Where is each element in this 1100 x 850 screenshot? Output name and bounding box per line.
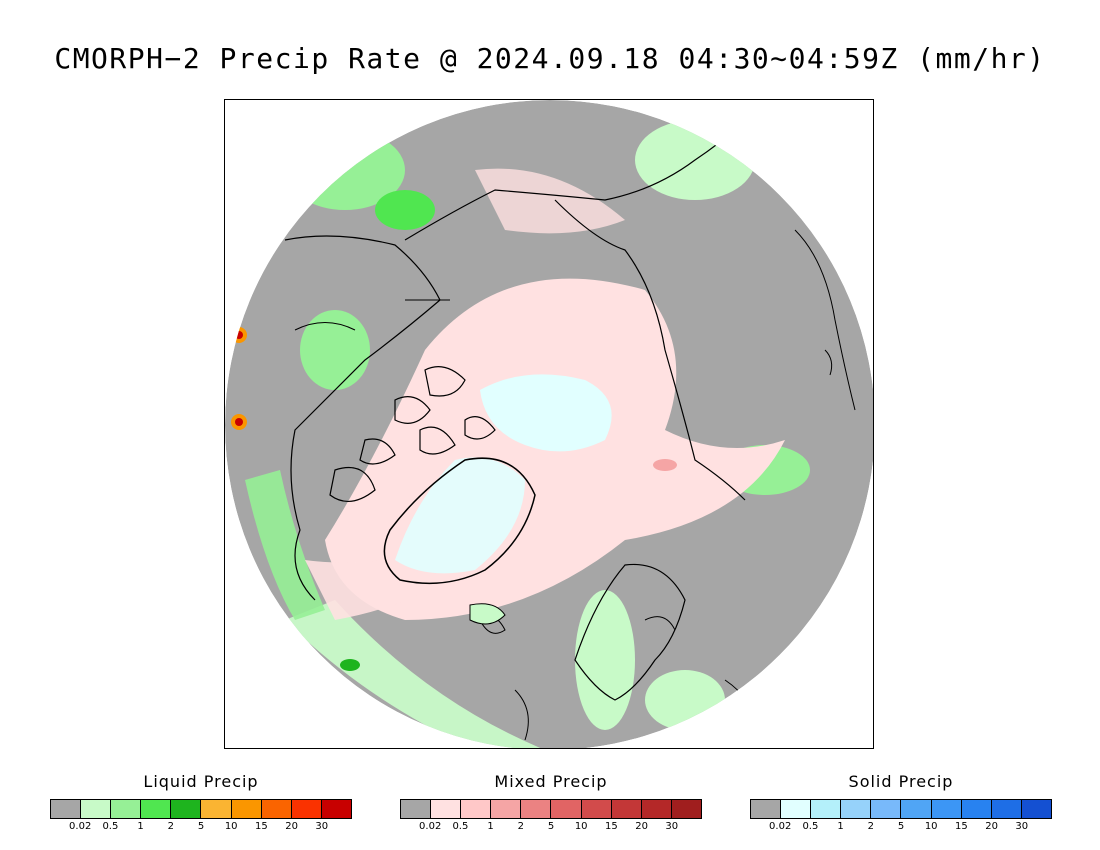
legend-solid: Solid Precip 0.02 0.5 1 2 5 10 15 20 30	[750, 772, 1052, 833]
legend-liquid: Liquid Precip 0.02 0.5 1 2 5 10 15 20 30	[50, 772, 352, 833]
legend-swatch	[261, 800, 292, 818]
legend-tick-label: 15	[605, 821, 618, 832]
legend-mixed: Mixed Precip 0.02 0.5 1 2 5 10 15 20 30	[400, 772, 702, 833]
legend-swatch	[201, 800, 232, 818]
legend-swatch	[841, 800, 872, 818]
legend-tick-label: 1	[487, 821, 494, 832]
legend-swatch	[901, 800, 932, 818]
legend-swatch	[111, 800, 142, 818]
legend-swatch	[811, 800, 842, 818]
map-title: CMORPH−2 Precip Rate @ 2024.09.18 04:30∼…	[54, 42, 1046, 75]
legend-tick-label: 20	[635, 821, 648, 832]
legend-tick-label: 0.02	[69, 821, 92, 832]
legend-swatch	[51, 800, 82, 818]
legend-swatch	[141, 800, 172, 818]
map-panel[interactable]	[224, 99, 874, 749]
legend-tick-label: 1	[137, 821, 144, 832]
legend-swatch	[171, 800, 202, 818]
legend-tick-label: 5	[197, 821, 205, 832]
legend-title: Mixed Precip	[494, 772, 608, 791]
legend-tick-label: 0.5	[102, 821, 119, 832]
legend-ticks: 0.02 0.5 1 2 5 10 15 20 30	[50, 819, 352, 833]
eurasia-coastline	[404, 119, 746, 241]
legend-tick-label: 2	[517, 821, 524, 832]
legend-tick-label: 0.5	[452, 821, 469, 832]
legend-swatch	[961, 800, 992, 818]
legend-swatch	[1021, 800, 1051, 818]
legend-swatch	[751, 800, 782, 818]
solid-precip-region	[480, 374, 612, 452]
legend-title: Liquid Precip	[143, 772, 259, 791]
legend-swatch	[641, 800, 672, 818]
greenland-coastline	[383, 457, 536, 585]
legend-tick-label: 20	[285, 821, 298, 832]
legend-swatches	[50, 799, 352, 819]
legend-tick-label: 15	[955, 821, 968, 832]
legend-swatch	[81, 800, 112, 818]
legend-swatch	[491, 800, 522, 818]
legend-swatch	[551, 800, 582, 818]
legend-tick-label: 2	[167, 821, 174, 832]
legend-swatch	[431, 800, 462, 818]
legend-tick-label: 10	[924, 821, 938, 832]
legend-swatch	[401, 800, 432, 818]
legend-tick-label: 30	[665, 821, 679, 832]
canadian-archipelago	[329, 366, 496, 502]
legend-swatch	[581, 800, 612, 818]
legend-swatches	[750, 799, 1052, 819]
legend-swatch	[521, 800, 552, 818]
scandinavia-coastline	[574, 563, 686, 701]
legend-swatch	[291, 800, 322, 818]
precip-map	[225, 100, 873, 748]
legend-tick-label: 30	[1015, 821, 1029, 832]
liquid-precip-band	[285, 600, 545, 748]
legend-ticks: 0.02 0.5 1 2 5 10 15 20 30	[400, 819, 702, 833]
legend-tick-label: 0.02	[419, 821, 442, 832]
legend-tick-label: 15	[255, 821, 268, 832]
legend-tick-label: 20	[985, 821, 998, 832]
legend-title: Solid Precip	[848, 772, 954, 791]
legend-swatch	[871, 800, 902, 818]
legend-tick-label: 30	[315, 821, 329, 832]
legend-swatch	[671, 800, 701, 818]
legend-swatch	[781, 800, 812, 818]
legend-tick-label: 1	[837, 821, 844, 832]
legend-swatch	[231, 800, 262, 818]
legend-swatch	[931, 800, 962, 818]
legend-ticks: 0.02 0.5 1 2 5 10 15 20 30	[750, 819, 1052, 833]
legend-swatch	[991, 800, 1022, 818]
legend-tick-label: 2	[867, 821, 874, 832]
north-america-coastline	[284, 235, 441, 601]
legend-swatch	[611, 800, 642, 818]
legend-swatch	[461, 800, 492, 818]
legend-tick-label: 10	[224, 821, 238, 832]
legend-tick-label: 5	[897, 821, 905, 832]
legend-tick-label: 0.5	[802, 821, 819, 832]
legend-tick-label: 10	[574, 821, 588, 832]
legend-swatch	[321, 800, 351, 818]
legend-tick-label: 0.02	[769, 821, 792, 832]
legend-swatches	[400, 799, 702, 819]
iceland-coastline	[469, 603, 506, 625]
legend-tick-label: 5	[547, 821, 555, 832]
